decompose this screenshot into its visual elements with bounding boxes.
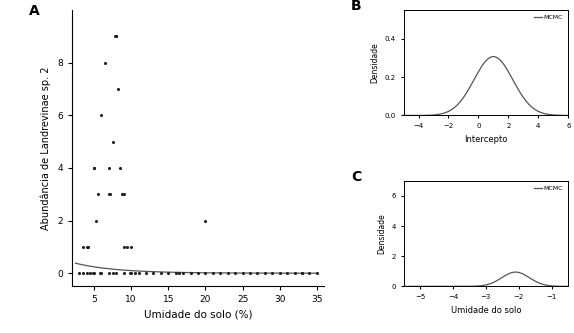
Point [297,270,307,276]
Point [100,60,110,65]
MCMC [491,280,498,284]
Point [125,270,134,276]
Point [297,270,307,276]
Point [119,270,129,276]
Point [186,270,195,276]
Point [91,218,100,223]
Point [112,34,121,39]
Y-axis label: Abundância de Landrevinae sp. 2: Abundância de Landrevinae sp. 2 [41,67,52,230]
Point [201,270,210,276]
Point [127,244,136,249]
MCMC [381,284,387,288]
Point [127,270,136,276]
Point [119,191,129,197]
X-axis label: Intercepto: Intercepto [464,135,507,144]
MCMC [509,78,516,82]
Point [260,270,269,276]
Point [223,270,232,276]
Legend: MCMC: MCMC [533,13,565,22]
Point [312,270,321,276]
Line: MCMC: MCMC [371,272,574,286]
Point [82,270,91,276]
Point [83,244,92,249]
Point [112,34,121,39]
Point [201,218,210,223]
Point [86,270,95,276]
Text: B: B [351,0,362,13]
Point [95,270,104,276]
MCMC [503,272,510,276]
Point [106,191,115,197]
MCMC [552,284,559,288]
MCMC [490,55,497,59]
Point [253,270,262,276]
MCMC [553,113,560,117]
Point [238,270,247,276]
Text: A: A [29,4,40,18]
Point [134,270,143,276]
Point [130,270,139,276]
Point [282,270,292,276]
MCMC [530,278,537,282]
MCMC [385,114,392,118]
Point [75,270,84,276]
Point [115,165,125,170]
Point [108,139,117,144]
Point [104,191,114,197]
Point [97,270,106,276]
Point [156,270,165,276]
Point [149,270,158,276]
Point [90,270,99,276]
Point [93,191,102,197]
Point [90,165,99,170]
Point [108,270,117,276]
Point [141,270,150,276]
Point [97,113,106,118]
Point [82,244,91,249]
Line: MCMC: MCMC [389,57,574,116]
Point [110,34,119,39]
Point [104,270,114,276]
Point [290,270,299,276]
Point [175,270,184,276]
Point [193,270,203,276]
X-axis label: Umidade do solo (%): Umidade do solo (%) [144,310,252,320]
Point [104,165,114,170]
MCMC [367,284,374,288]
Point [112,270,121,276]
Point [113,86,122,92]
Point [123,244,132,249]
Point [88,270,97,276]
Text: C: C [351,170,361,184]
Point [179,270,188,276]
Point [119,244,129,249]
Point [246,270,255,276]
MCMC [512,270,519,274]
X-axis label: Umidade do solo: Umidade do solo [451,306,521,315]
Point [90,165,99,170]
Point [78,244,87,249]
Y-axis label: Densidade: Densidade [377,213,386,254]
MCMC [533,108,540,112]
Point [208,270,218,276]
Y-axis label: Densidade: Densidade [370,42,379,83]
Point [267,270,277,276]
Point [231,270,240,276]
MCMC [503,67,510,71]
Point [78,270,87,276]
MCMC [498,60,505,64]
Point [305,270,314,276]
Point [216,270,225,276]
Point [275,270,284,276]
Point [164,270,173,276]
Legend: MCMC: MCMC [533,184,565,193]
MCMC [497,276,504,280]
Point [171,270,180,276]
MCMC [397,114,404,118]
Point [118,191,127,197]
